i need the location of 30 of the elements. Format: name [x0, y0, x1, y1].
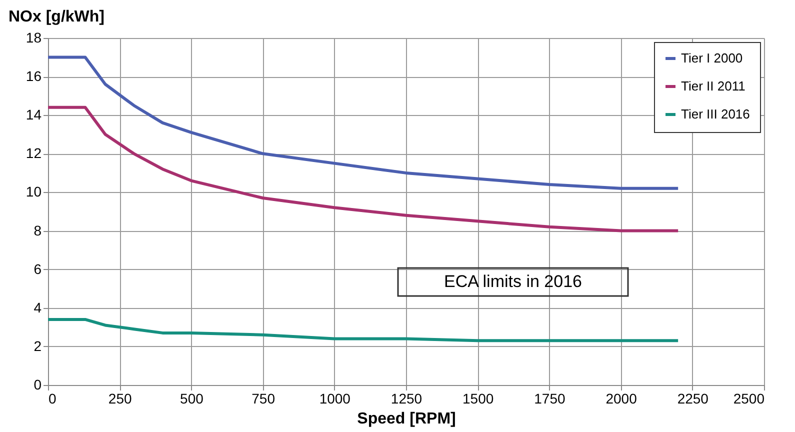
- y-tick-label: 2: [34, 338, 42, 354]
- x-tick-label: 1500: [462, 390, 494, 406]
- line-series: [46, 318, 680, 342]
- y-tick-label: 8: [34, 222, 42, 238]
- x-tick-label: 1250: [390, 390, 422, 406]
- line-series: [46, 56, 680, 190]
- legend-label: Tier II 2011: [681, 78, 746, 94]
- x-tick-label: 0: [48, 390, 56, 406]
- line-series: [46, 106, 680, 232]
- x-axis-title: Speed [RPM]: [357, 410, 456, 428]
- x-tick-label: 2500: [733, 390, 765, 406]
- y-tick-label: 0: [34, 376, 42, 392]
- y-axis-title: NOx [g/kWh]: [8, 8, 104, 26]
- x-tick-label: 1000: [319, 390, 351, 406]
- annotation: ECA limits in 2016: [444, 272, 582, 291]
- y-tick-label: 16: [26, 68, 42, 84]
- x-tick-label: 750: [252, 390, 276, 406]
- x-tick-label: 1750: [534, 390, 566, 406]
- y-tick-label: 4: [34, 299, 42, 316]
- y-tick-label: 6: [34, 260, 42, 277]
- x-tick-label: 250: [108, 390, 132, 406]
- legend-label: Tier III 2016: [681, 106, 750, 122]
- y-tick-label: 12: [26, 145, 42, 162]
- x-tick-label: 2000: [606, 390, 638, 406]
- legend-label: Tier I 2000: [681, 50, 743, 66]
- x-tick-label: 2250: [677, 390, 709, 406]
- y-tick-label: 14: [26, 106, 42, 123]
- y-tick-label: 10: [26, 184, 42, 200]
- y-tick-label: 18: [26, 30, 42, 46]
- x-tick-label: 500: [180, 390, 204, 406]
